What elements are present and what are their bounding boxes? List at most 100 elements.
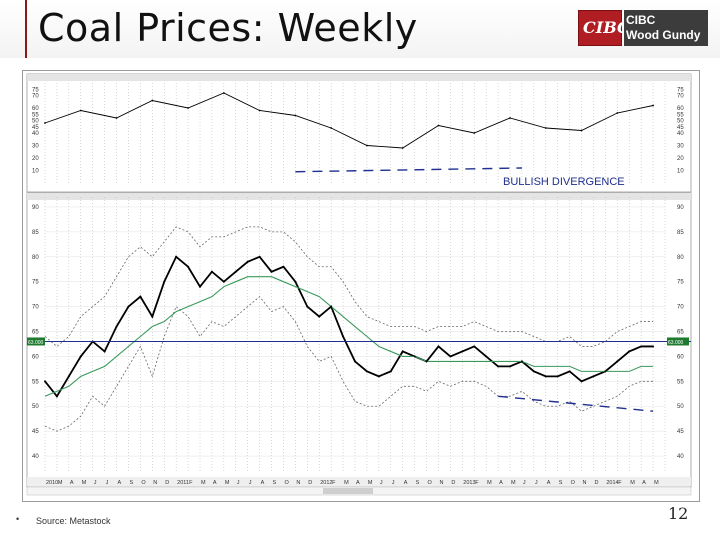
- price-left-tick-label: 65: [32, 330, 39, 336]
- rsi-point: [544, 127, 547, 129]
- rsi-right-tick-label: 45: [677, 125, 684, 131]
- rsi-right-tick-label: 20: [677, 156, 684, 162]
- x-axis-month-label: M: [368, 480, 373, 486]
- x-axis-month-label: N: [583, 480, 587, 486]
- rsi-left-tick-label: 20: [32, 156, 39, 162]
- coal-price-point: [318, 315, 321, 318]
- price-right-tick-label: 70: [677, 305, 684, 311]
- price-left-tick-label: 85: [32, 230, 39, 236]
- x-axis-month-label: A: [118, 480, 122, 486]
- price-right-tick-label: 65: [677, 330, 684, 336]
- coal-price-point: [640, 345, 643, 348]
- rsi-left-tick-label: 30: [32, 144, 39, 150]
- title-accent-rule: [25, 0, 27, 58]
- coal-price-point: [199, 285, 201, 288]
- scrollbar-thumb: [323, 488, 373, 494]
- rsi-point: [187, 107, 189, 109]
- bullish-divergence-label: BULLISH DIVERGENCE: [503, 176, 625, 188]
- x-axis-month-label: F: [618, 480, 622, 486]
- x-axis-strip: [27, 477, 691, 486]
- coal-price-point: [449, 355, 452, 358]
- price-left-tick-label: 75: [32, 280, 39, 286]
- logo-text-panel: [624, 10, 708, 46]
- x-axis-month-label: J: [94, 480, 97, 486]
- coal-price-point: [222, 280, 225, 283]
- rsi-left-tick-label: 45: [32, 125, 39, 131]
- price-panel-header: [27, 193, 691, 200]
- rsi-point: [437, 124, 440, 127]
- coal-price-point: [628, 350, 631, 353]
- coal-price-point: [592, 375, 595, 378]
- rsi-left-tick-label: 50: [32, 119, 39, 125]
- coal-price-point: [485, 355, 488, 358]
- coal-price-point: [187, 265, 190, 268]
- x-axis-month-label: O: [428, 480, 433, 486]
- rsi-point: [401, 147, 404, 149]
- coal-price-point: [44, 380, 46, 383]
- price-right-tick-label: 55: [677, 379, 684, 385]
- x-axis-month-label: S: [129, 480, 133, 486]
- rsi-right-tick-label: 55: [677, 112, 684, 118]
- coal-price-point: [210, 270, 213, 273]
- x-axis-month-label: 2010: [46, 480, 58, 486]
- x-axis-month-label: 2013: [463, 480, 475, 486]
- coal-price-point: [365, 370, 368, 373]
- coal-price-point: [461, 350, 464, 353]
- x-axis-month-label: J: [237, 480, 240, 486]
- coal-price-point: [437, 345, 440, 348]
- rsi-point: [652, 104, 654, 107]
- coal-price-line: [44, 255, 654, 398]
- coal-price-point: [532, 370, 535, 373]
- x-axis-month-label: N: [296, 480, 300, 486]
- x-axis-month-label: S: [416, 480, 420, 486]
- rsi-left-tick-label: 75: [32, 87, 39, 93]
- x-axis-month-label: A: [547, 480, 551, 486]
- coal-price-point: [616, 360, 619, 363]
- left-reference-label: 63.000: [28, 340, 44, 346]
- cibc-logo-mark-text: CIBC: [583, 18, 630, 37]
- coal-price-point: [163, 280, 166, 283]
- rsi-line: [44, 92, 654, 149]
- x-axis-month-label: M: [82, 480, 87, 486]
- x-axis-month-label: M: [58, 480, 63, 486]
- coal-price-point: [139, 295, 142, 298]
- x-axis-month-label: S: [273, 480, 277, 486]
- price-left-tick-label: 55: [32, 379, 39, 385]
- x-axis-month-label: J: [380, 480, 383, 486]
- x-axis-month-label: O: [571, 480, 576, 486]
- x-axis-month-label: M: [225, 480, 230, 486]
- x-axis-month-label: A: [499, 480, 503, 486]
- coal-price-point: [544, 375, 547, 378]
- x-axis-month-label: J: [535, 480, 538, 486]
- coal-price-point: [67, 375, 70, 378]
- rsi-point: [44, 122, 46, 124]
- price-right-tick-label: 45: [677, 429, 684, 435]
- rsi-panel-header: [27, 74, 691, 81]
- rsi-point: [79, 109, 82, 112]
- x-axis-month-label: N: [439, 480, 443, 486]
- x-axis-month-label: A: [404, 480, 408, 486]
- coal-price-point: [127, 305, 130, 308]
- x-axis-month-label: O: [284, 480, 289, 486]
- x-axis-month-label: F: [475, 480, 479, 486]
- price-right-tick-label: 60: [677, 354, 684, 360]
- coal-price-point: [389, 370, 392, 373]
- right-reference-tag: [667, 337, 689, 346]
- coal-price-point: [151, 315, 154, 318]
- price-right-tick-label: 80: [677, 255, 684, 261]
- coal-price-point: [509, 365, 511, 368]
- rsi-point: [330, 127, 333, 129]
- coal-price-point: [473, 345, 476, 348]
- coal-price-point: [354, 360, 356, 363]
- right-reference-label: 63.000: [668, 340, 684, 346]
- rsi-point: [509, 117, 511, 119]
- price-left-tick-label: 50: [32, 404, 39, 410]
- price-left-tick-label: 90: [32, 205, 39, 211]
- rsi-point: [366, 144, 368, 147]
- x-axis-month-label: M: [344, 480, 349, 486]
- coal-price-point: [270, 270, 273, 273]
- price-right-tick-label: 75: [677, 280, 684, 286]
- coal-price-point: [520, 360, 523, 363]
- coal-price-point: [580, 380, 583, 383]
